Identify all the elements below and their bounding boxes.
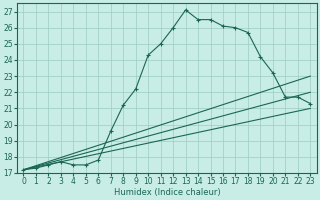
X-axis label: Humidex (Indice chaleur): Humidex (Indice chaleur) xyxy=(114,188,220,197)
